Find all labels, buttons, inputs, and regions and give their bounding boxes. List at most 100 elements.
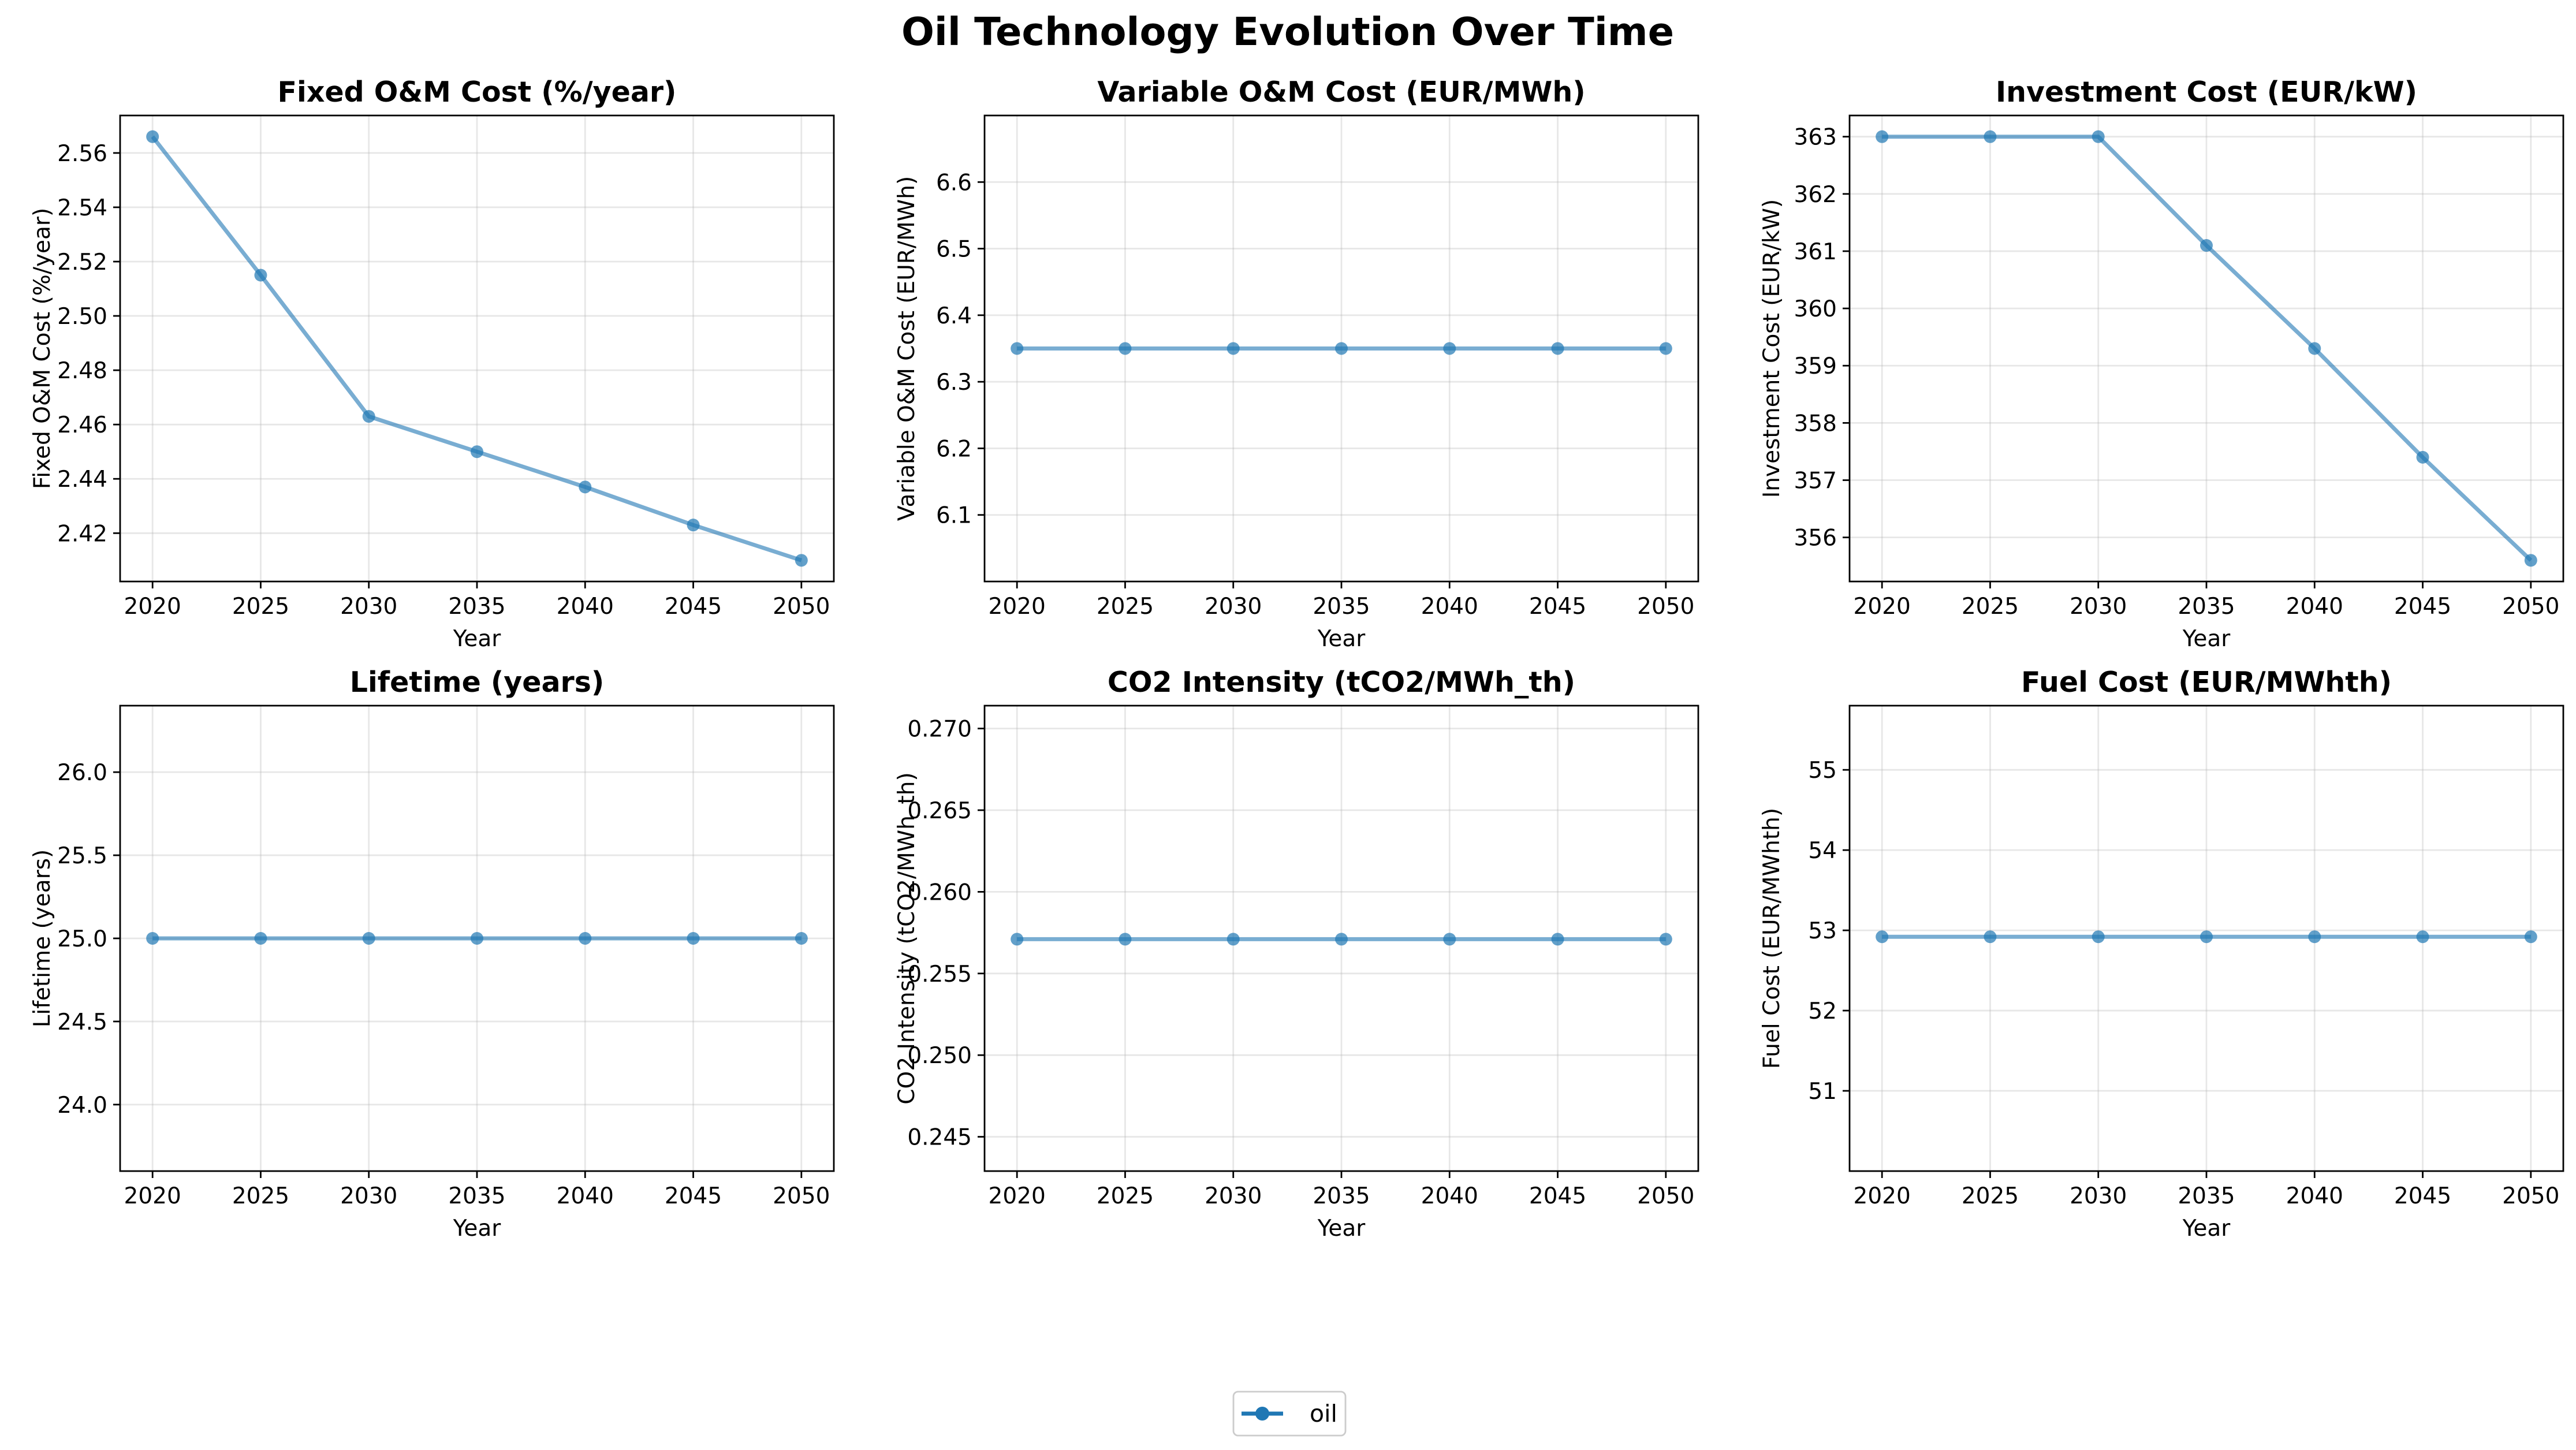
y-tick-label: 0.255 bbox=[907, 961, 972, 987]
data-point-2030 bbox=[1227, 933, 1240, 946]
x-tick-label: 2035 bbox=[448, 594, 505, 620]
x-tick-label: 2040 bbox=[2286, 594, 2343, 620]
subplot-1: 2020 2025 2030 2035 2040 2045 2050 2.42 2.44 2.46… bbox=[29, 76, 835, 652]
x-tick-label: 2020 bbox=[989, 1183, 1046, 1209]
x-axis-label: Year bbox=[453, 626, 502, 652]
data-point-2045 bbox=[687, 519, 700, 532]
y-tick-label: 26.0 bbox=[57, 760, 107, 786]
y-tick-label: 363 bbox=[1794, 125, 1837, 151]
data-point-2025 bbox=[1984, 930, 1997, 944]
y-tick-label: 52 bbox=[1808, 998, 1837, 1024]
y-tick-label: 2.50 bbox=[57, 304, 107, 330]
x-axis-label: Year bbox=[2182, 1216, 2231, 1242]
y-tick-label: 357 bbox=[1794, 468, 1837, 494]
x-tick-label: 2020 bbox=[124, 594, 181, 620]
y-tick-label: 2.48 bbox=[57, 358, 107, 384]
data-point-2050 bbox=[2524, 930, 2537, 944]
y-tick-label: 24.0 bbox=[57, 1093, 107, 1119]
data-point-2045 bbox=[1551, 933, 1564, 946]
data-point-2025 bbox=[254, 932, 267, 945]
y-tick-label: 2.42 bbox=[57, 521, 107, 547]
y-tick-label: 6.5 bbox=[936, 237, 972, 263]
data-point-2030 bbox=[2092, 130, 2105, 143]
data-point-2040 bbox=[579, 480, 592, 494]
data-point-2040 bbox=[2308, 930, 2321, 944]
x-tick-label: 2030 bbox=[340, 594, 397, 620]
data-point-2035 bbox=[471, 445, 483, 459]
y-tick-label: 0.250 bbox=[907, 1043, 972, 1069]
data-point-2025 bbox=[1119, 933, 1132, 946]
data-point-2030 bbox=[362, 410, 375, 423]
x-tick-label: 2020 bbox=[989, 594, 1046, 620]
data-point-2020 bbox=[1011, 342, 1024, 355]
data-point-2020 bbox=[1011, 933, 1024, 946]
x-tick-label: 2030 bbox=[340, 1183, 397, 1209]
x-tick-label: 2025 bbox=[1097, 1183, 1154, 1209]
x-tick-label: 2040 bbox=[557, 594, 614, 620]
x-tick-label: 2035 bbox=[1313, 594, 1370, 620]
x-tick-label: 2045 bbox=[1529, 1183, 1586, 1209]
x-tick-label: 2050 bbox=[773, 1183, 830, 1209]
y-tick-label: 6.2 bbox=[936, 436, 972, 462]
x-axis-label: Year bbox=[1317, 626, 1366, 652]
y-axis-label: Fuel Cost (EUR/MWhth) bbox=[1759, 808, 1785, 1069]
y-tick-label: 6.4 bbox=[936, 303, 972, 329]
x-tick-label: 2025 bbox=[1962, 1183, 2019, 1209]
x-tick-label: 2020 bbox=[1854, 1183, 1911, 1209]
y-axis-label: Fixed O&M Cost (%/year) bbox=[29, 208, 55, 489]
x-tick-label: 2045 bbox=[665, 594, 722, 620]
data-point-2045 bbox=[2416, 450, 2429, 464]
data-point-2035 bbox=[1335, 933, 1348, 946]
data-point-2045 bbox=[687, 932, 700, 945]
x-tick-label: 2050 bbox=[2502, 1183, 2559, 1209]
x-tick-label: 2040 bbox=[1421, 594, 1478, 620]
x-tick-label: 2025 bbox=[1962, 594, 2019, 620]
y-axis-label: CO2 Intensity (tCO2/MWh_th) bbox=[894, 772, 920, 1104]
y-axis-label: Investment Cost (EUR/kW) bbox=[1759, 199, 1785, 498]
legend-frame bbox=[1232, 1391, 1347, 1437]
x-tick-label: 2045 bbox=[665, 1183, 722, 1209]
x-tick-label: 2030 bbox=[1205, 594, 1262, 620]
y-tick-label: 0.245 bbox=[907, 1125, 972, 1151]
x-tick-label: 2025 bbox=[232, 594, 289, 620]
y-tick-label: 2.54 bbox=[57, 195, 107, 221]
y-axis-label: Lifetime (years) bbox=[29, 849, 55, 1028]
x-tick-label: 2040 bbox=[557, 1183, 614, 1209]
y-tick-label: 356 bbox=[1794, 525, 1837, 551]
y-tick-label: 24.5 bbox=[57, 1009, 107, 1035]
y-tick-label: 2.56 bbox=[57, 141, 107, 167]
data-point-2050 bbox=[795, 554, 808, 567]
x-tick-label: 2050 bbox=[2502, 594, 2559, 620]
data-point-2035 bbox=[471, 932, 483, 945]
x-tick-label: 2030 bbox=[2070, 594, 2127, 620]
y-tick-label: 25.5 bbox=[57, 843, 107, 869]
subplot-6: 2020 2025 2030 2035 2040 2045 2050 51 52 53 54 55 Fu… bbox=[1759, 666, 2564, 1242]
y-tick-label: 25.0 bbox=[57, 926, 107, 952]
x-tick-label: 2020 bbox=[1854, 594, 1911, 620]
subplot-5: 2020 2025 2030 2035 2040 2045 2050 0.245 0.250 0.… bbox=[894, 666, 1699, 1242]
x-axis-label: Year bbox=[1317, 1216, 1366, 1242]
subplot-title: Variable O&M Cost (EUR/MWh) bbox=[1097, 76, 1585, 109]
subplot-grid: 2020 2025 2030 2035 2040 2045 2050 2.42 2.44 2.46… bbox=[29, 76, 2564, 1242]
data-point-2020 bbox=[1876, 130, 1889, 143]
x-axis-label: Year bbox=[453, 1216, 502, 1242]
x-tick-label: 2035 bbox=[448, 1183, 505, 1209]
x-tick-label: 2035 bbox=[2178, 1183, 2235, 1209]
y-axis-label: Variable O&M Cost (EUR/MWh) bbox=[894, 176, 920, 521]
x-tick-label: 2040 bbox=[1421, 1183, 1478, 1209]
x-tick-label: 2035 bbox=[1313, 1183, 1370, 1209]
subplot-title: Fuel Cost (EUR/MWhth) bbox=[2021, 666, 2392, 699]
data-point-2045 bbox=[2416, 930, 2429, 944]
data-point-2030 bbox=[2092, 930, 2105, 944]
data-point-2035 bbox=[2200, 239, 2213, 252]
x-tick-label: 2050 bbox=[1637, 594, 1694, 620]
y-tick-label: 359 bbox=[1794, 353, 1837, 379]
y-tick-label: 54 bbox=[1808, 838, 1837, 864]
data-point-2040 bbox=[1443, 933, 1456, 946]
subplot-title: CO2 Intensity (tCO2/MWh_th) bbox=[1108, 666, 1575, 699]
y-tick-label: 2.44 bbox=[57, 467, 107, 493]
x-tick-label: 2035 bbox=[2178, 594, 2235, 620]
y-tick-label: 361 bbox=[1794, 239, 1837, 265]
y-tick-label: 55 bbox=[1808, 758, 1837, 784]
